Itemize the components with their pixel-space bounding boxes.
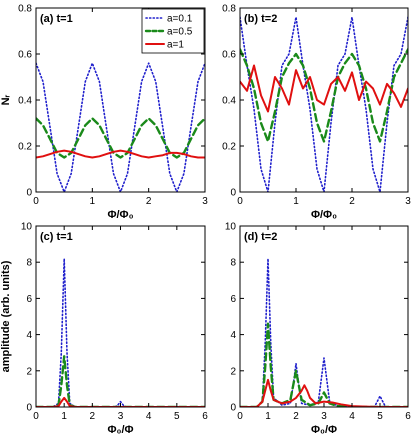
x-axis-label: Φ/Φ₀ (311, 209, 337, 221)
x-tick-label: 6 (405, 411, 411, 422)
x-axis-label: Φ₀/Φ (107, 424, 133, 436)
panel-a: 0 1 2 3 0 0.2 0.4 0.6 0.8 (a) t=1 Φ/Φ₀ Nᵣ a=0.1 a=0.5… (0, 4, 208, 222)
x-tick-label: 0 (33, 196, 39, 207)
x-tick-label: 3 (321, 411, 327, 422)
x-tick-label: 1 (293, 196, 299, 207)
x-tick-label: 5 (174, 411, 180, 422)
x-tick-label: 1 (90, 196, 96, 207)
x-axis-label: Φ/Φ₀ (107, 209, 133, 221)
series-line-a-0-5 (36, 355, 205, 407)
x-tick-label: 6 (202, 411, 208, 422)
series-line-a-0-1 (240, 257, 408, 407)
series-group (240, 257, 408, 407)
panel-title: (b) t=2 (244, 13, 277, 25)
y-tick-label: 0.4 (18, 96, 32, 107)
series-line-a-0-5 (36, 117, 205, 159)
series-line-a-0-1 (36, 62, 205, 192)
series-line-a-1 (240, 64, 408, 113)
y-axis-label: amplitude (arb. units) (0, 260, 12, 372)
y-tick-label: 6 (230, 294, 236, 305)
x-axis-label: Φ₀/Φ (311, 424, 337, 436)
y-tick-label: 0 (26, 188, 32, 199)
x-tick-label: 0 (33, 411, 39, 422)
legend: a=0.1 a=0.5 a=1 (141, 8, 205, 54)
legend-label: a=1 (167, 40, 184, 51)
series-line-a-1 (36, 149, 205, 159)
y-tick-label: 0.8 (18, 4, 32, 15)
series-line-a-1 (240, 378, 408, 407)
panel-c: 0 1 2 3 4 5 6 0 2 4 6 8 10 (c) t=1 Φ₀/Φ amplitude (arb.… (0, 222, 208, 437)
y-axis-label: Nᵣ (0, 94, 12, 105)
y-tick-label: 0 (230, 188, 236, 199)
x-tick-label: 3 (405, 196, 411, 207)
y-tick-label: 0 (230, 403, 236, 414)
y-tick-label: 10 (21, 222, 33, 233)
x-tick-label: 1 (61, 411, 67, 422)
series-group (240, 16, 408, 192)
x-tick-label: 2 (293, 411, 299, 422)
x-tick-label: 4 (349, 411, 355, 422)
panel-title: (d) t=2 (244, 231, 277, 243)
y-tick-label: 10 (225, 222, 237, 233)
x-tick-label: 4 (146, 411, 152, 422)
x-tick-label: 2 (90, 411, 96, 422)
series-group (36, 62, 205, 192)
y-tick-label: 0.2 (18, 142, 32, 153)
y-tick-label: 0.8 (222, 4, 236, 15)
series-group (36, 257, 205, 407)
legend-label: a=0.1 (167, 14, 193, 25)
x-tick-label: 5 (377, 411, 383, 422)
y-tick-label: 0.6 (222, 50, 236, 61)
x-tick-label: 3 (118, 411, 124, 422)
y-tick-label: 4 (230, 330, 236, 341)
y-tick-label: 0.6 (18, 50, 32, 61)
y-tick-label: 0 (26, 403, 32, 414)
x-tick-label: 2 (349, 196, 355, 207)
panel-title: (c) t=1 (40, 231, 73, 243)
x-tick-label: 3 (202, 196, 208, 207)
x-tick-label: 2 (146, 196, 152, 207)
panel-title: (a) t=1 (40, 13, 73, 25)
x-tick-label: 0 (237, 411, 243, 422)
panel-b: 0 1 2 3 0 0.2 0.4 0.6 0.8 (b) t=2 Φ/Φ₀ (222, 4, 411, 222)
panel-d: 0 1 2 3 4 5 6 0 2 4 6 8 10 (d) t=2 Φ₀/Φ (225, 222, 411, 437)
y-tick-label: 4 (26, 330, 32, 341)
y-tick-label: 2 (26, 366, 32, 377)
series-line-a-0-5 (240, 322, 408, 407)
x-tick-label: 0 (237, 196, 243, 207)
y-tick-label: 6 (26, 294, 32, 305)
y-tick-label: 8 (230, 258, 236, 269)
x-tick-label: 1 (265, 411, 271, 422)
y-tick-label: 0.4 (222, 96, 236, 107)
y-tick-label: 2 (230, 366, 236, 377)
series-line-a-0-5 (240, 48, 408, 143)
legend-label: a=0.5 (167, 27, 193, 38)
y-tick-label: 8 (26, 258, 32, 269)
y-tick-label: 0.2 (222, 142, 236, 153)
